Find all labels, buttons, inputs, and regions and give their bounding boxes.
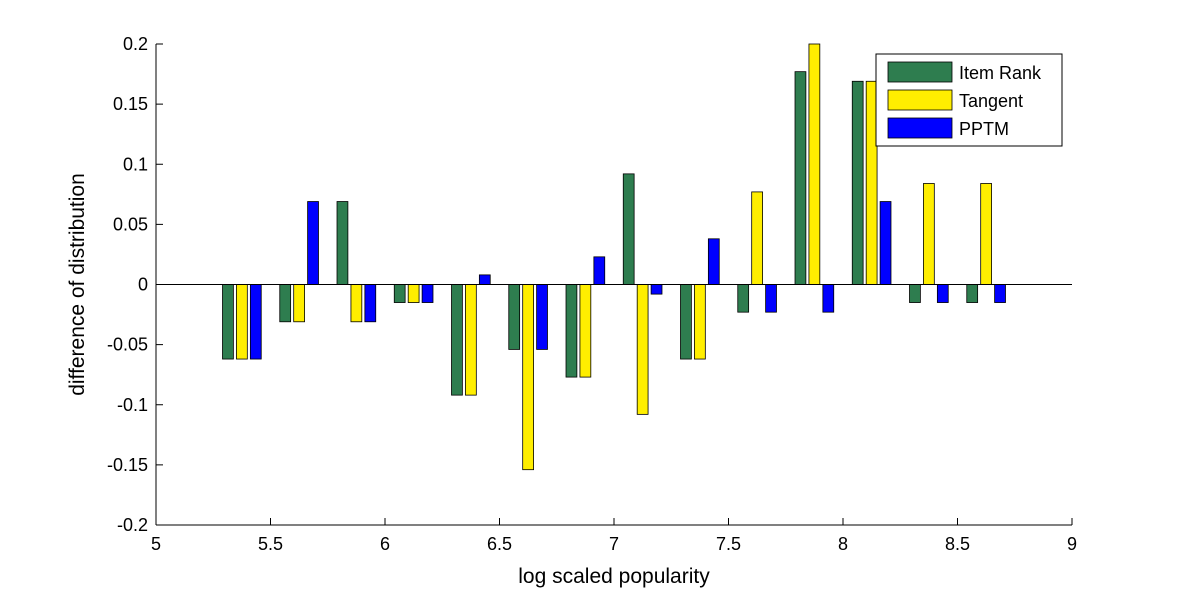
x-tick-label: 7.5 bbox=[716, 534, 741, 554]
bar-pptm-11 bbox=[879, 201, 892, 285]
bar-tangent-8 bbox=[694, 284, 706, 360]
bar-tangent-6 bbox=[579, 284, 592, 378]
bar-tangent-7 bbox=[636, 284, 649, 415]
y-tick-label: -0.15 bbox=[107, 455, 148, 475]
x-tick-label: 6.5 bbox=[487, 534, 512, 554]
bar-tangent-12 bbox=[923, 183, 935, 285]
bar-tangent-13 bbox=[980, 183, 992, 285]
legend: Item Rank Tangent PPTM bbox=[875, 53, 1063, 147]
legend-label: PPTM bbox=[959, 119, 1009, 139]
x-tick-label: 9 bbox=[1067, 534, 1077, 554]
bar-tangent-11 bbox=[865, 80, 878, 285]
bar-item-rank-6 bbox=[565, 284, 578, 378]
x-tick-label: 6 bbox=[380, 534, 390, 554]
bar-pptm-0 bbox=[249, 284, 262, 360]
y-tick-label: 0 bbox=[138, 275, 148, 295]
bar-item-rank-4 bbox=[451, 284, 463, 396]
bar-tangent-9 bbox=[751, 191, 763, 285]
bar-tangent-4 bbox=[465, 284, 477, 396]
legend-label: Tangent bbox=[959, 91, 1023, 111]
y-tick-label: 0.05 bbox=[113, 214, 148, 234]
y-tick-label: -0.1 bbox=[117, 395, 148, 415]
bar-tangent-3 bbox=[407, 284, 420, 303]
bar-item-rank-2 bbox=[336, 201, 349, 285]
bar-item-rank-8 bbox=[680, 284, 692, 360]
legend-swatch bbox=[887, 117, 953, 139]
bar-pptm-10 bbox=[822, 284, 835, 313]
bar-tangent-5 bbox=[522, 284, 534, 471]
bar-item-rank-3 bbox=[393, 284, 406, 303]
bar-pptm-3 bbox=[421, 284, 434, 303]
legend-swatch bbox=[887, 89, 953, 111]
legend-label: Item Rank bbox=[959, 63, 1042, 83]
bar-tangent-0 bbox=[236, 284, 248, 360]
bar-item-rank-10 bbox=[794, 71, 807, 285]
y-tick-label: 0.1 bbox=[123, 154, 148, 174]
bar-pptm-5 bbox=[536, 284, 548, 350]
bar-item-rank-11 bbox=[851, 80, 864, 285]
bar-pptm-7 bbox=[650, 284, 663, 295]
bar-item-rank-9 bbox=[737, 284, 750, 313]
bars-group bbox=[222, 43, 1006, 471]
bar-tangent-10 bbox=[808, 43, 821, 285]
y-tick-label: 0.2 bbox=[123, 34, 148, 54]
bar-pptm-6 bbox=[593, 256, 606, 285]
y-axis-label: difference of distribution bbox=[66, 173, 89, 396]
x-tick-label: 5 bbox=[151, 534, 161, 554]
bar-item-rank-0 bbox=[222, 284, 234, 360]
y-tick-label: 0.15 bbox=[113, 94, 148, 114]
bar-item-rank-13 bbox=[966, 284, 979, 303]
bar-pptm-1 bbox=[307, 201, 319, 285]
bar-item-rank-7 bbox=[622, 173, 635, 285]
legend-swatch bbox=[887, 61, 953, 83]
bar-tangent-1 bbox=[293, 284, 305, 323]
bar-item-rank-1 bbox=[279, 284, 292, 323]
x-axis-label: log scaled popularity bbox=[518, 565, 710, 588]
y-tick-label: -0.2 bbox=[117, 515, 148, 535]
bar-pptm-12 bbox=[936, 284, 949, 303]
bar-pptm-9 bbox=[765, 284, 777, 313]
y-tick-label: -0.05 bbox=[107, 335, 148, 355]
bar-item-rank-12 bbox=[909, 284, 921, 303]
x-tick-label: 5.5 bbox=[258, 534, 283, 554]
bar-pptm-13 bbox=[994, 284, 1006, 303]
bar-pptm-2 bbox=[364, 284, 377, 323]
bar-tangent-2 bbox=[350, 284, 363, 323]
x-tick-label: 8 bbox=[838, 534, 848, 554]
bar-pptm-4 bbox=[478, 274, 491, 285]
x-tick-label: 7 bbox=[609, 534, 619, 554]
bar-pptm-8 bbox=[707, 238, 720, 285]
bar-item-rank-5 bbox=[508, 284, 521, 350]
x-tick-label: 8.5 bbox=[945, 534, 970, 554]
axes-group: 5 5.5 6 6.5 7 7.5 8 8.5 9 -0.2 -0.15 -0.1 -0.05 0 0.05… bbox=[107, 34, 1077, 554]
